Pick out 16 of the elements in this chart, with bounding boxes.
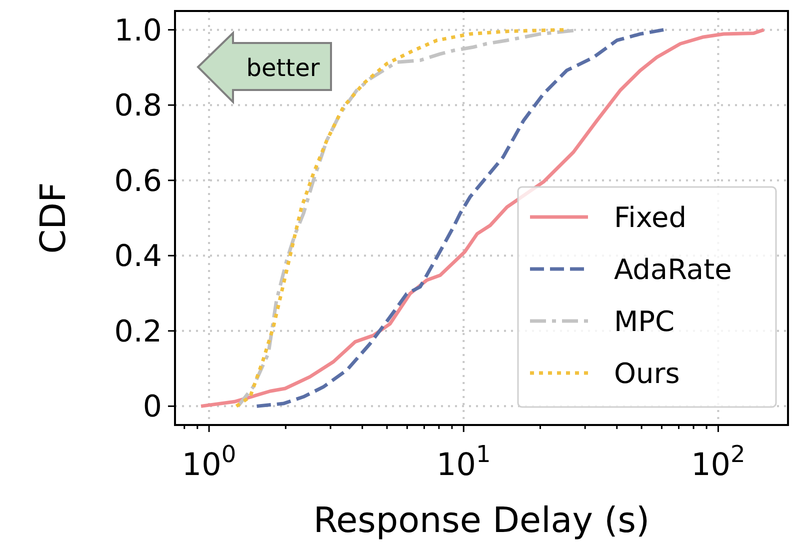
x-axis-title: Response Delay (s): [313, 501, 650, 541]
legend-label: MPC: [614, 304, 675, 338]
annotation: better: [246, 54, 320, 82]
y-tick-label: 0.8: [114, 88, 162, 124]
y-tick-label: 0: [142, 390, 162, 425]
legend-label: Fixed: [614, 200, 687, 234]
legend-label: Ours: [614, 356, 680, 390]
legend-label: AdaRate: [614, 252, 732, 286]
y-tick-label: 0.2: [114, 314, 162, 350]
x-tick-label: 10$^{1}$: [436, 440, 491, 483]
y-tick-label: 1.0: [114, 13, 162, 48]
y-tick-label: 0.6: [114, 164, 162, 199]
y-axis-title: CDF: [34, 182, 74, 254]
x-tick-label: 10$^{2}$: [691, 440, 746, 483]
y-tick-label: 0.4: [114, 239, 162, 274]
x-tick-label: 10$^{0}$: [182, 440, 236, 483]
